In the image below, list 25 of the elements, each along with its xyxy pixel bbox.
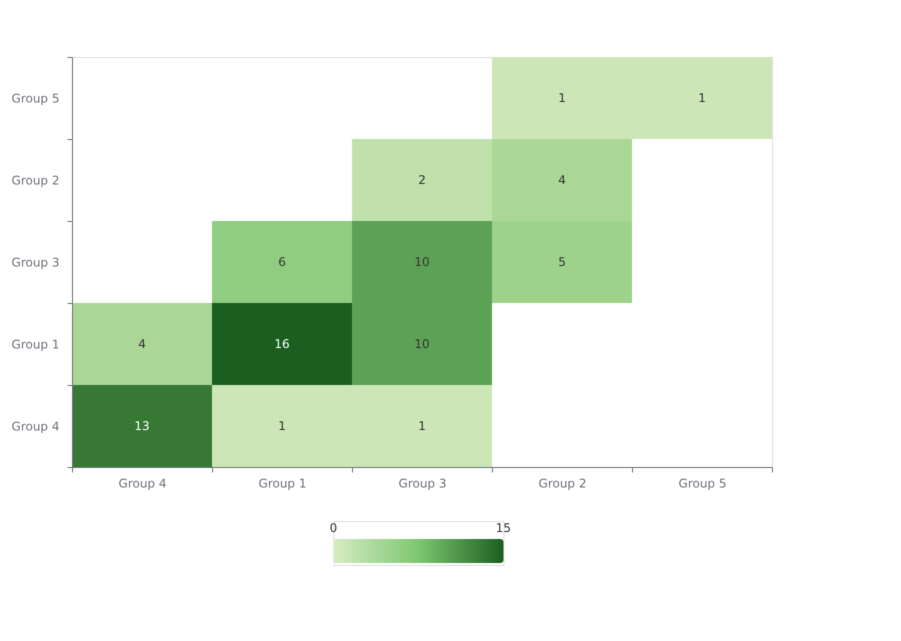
- y-tick-label: Group 3: [12, 256, 60, 270]
- y-tick-label: Group 1: [12, 338, 60, 352]
- data-label: 6: [278, 255, 286, 269]
- data-label: 1: [418, 419, 426, 433]
- data-label: 4: [138, 337, 146, 351]
- data-label: 4: [558, 173, 566, 187]
- x-tick-label: Group 4: [118, 476, 166, 490]
- y-tick-label: Group 5: [12, 92, 60, 106]
- data-label: 1: [698, 91, 706, 105]
- data-label: 1: [558, 91, 566, 105]
- data-label: 1: [278, 419, 286, 433]
- x-tick-label: Group 5: [678, 476, 726, 490]
- data-label: 13: [134, 419, 150, 433]
- x-tick-label: Group 1: [258, 476, 306, 490]
- y-tick-label: Group 2: [12, 174, 60, 188]
- data-label: 2: [418, 173, 426, 187]
- x-tick-label: Group 2: [538, 476, 586, 490]
- x-tick-label: Group 3: [398, 476, 446, 490]
- color-bar-label: 0: [330, 521, 338, 535]
- data-label: 16: [274, 337, 290, 351]
- data-label: 5: [558, 255, 566, 269]
- y-tick-label: Group 4: [12, 420, 60, 434]
- data-label: 10: [414, 255, 430, 269]
- data-label: 10: [414, 337, 430, 351]
- color-bar-label: 15: [496, 521, 512, 535]
